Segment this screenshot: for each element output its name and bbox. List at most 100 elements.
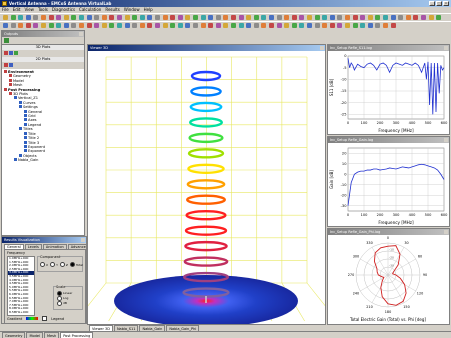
frequency-list-item[interactable]: 5.5MHz+000 [9,288,29,293]
toolbar-button-icon[interactable] [3,15,8,20]
toolbar-button-icon[interactable] [329,15,335,20]
toolbar-button-icon[interactable] [322,23,328,28]
toolbar-button-icon[interactable] [56,23,62,28]
toolbar-button-icon[interactable] [291,15,297,20]
chart-polar[interactable]: 0 30 60 90 120 150 180 210 240 270 300 330 -10 -20 -30… [328,235,449,324]
toolbar-button-icon[interactable] [314,15,320,20]
toolbar-button-icon[interactable] [436,15,442,20]
toolbar-button-icon[interactable] [170,23,176,28]
frequency-list-item[interactable]: 3.5MHz+000 [9,273,29,278]
toolbar-button-icon[interactable] [405,15,411,20]
radio-button[interactable] [57,296,62,301]
toolbar-button-icon[interactable] [25,23,31,28]
chart-s11[interactable]: 0 100 200 300 400 500 600 0 -5 -10 -15 -20 -25 Freque… [328,51,449,134]
toolbar-button-icon[interactable] [170,15,176,20]
radio-button[interactable] [69,262,75,267]
toolbar-button-icon[interactable] [101,23,107,28]
toolbar-button-icon[interactable] [193,23,198,28]
menu-calculation[interactable]: Calculation [79,7,102,12]
scale-option[interactable]: dB [57,301,72,306]
tree-item[interactable]: Vertical_Z1 [4,96,84,100]
toolbar-button-icon[interactable] [185,23,191,28]
toolbar-button-icon[interactable] [337,15,343,20]
viewer-3d-canvas[interactable] [88,51,325,324]
tool-icon-5[interactable] [9,63,13,67]
frequency-list-item[interactable]: 7.0MHz+000 [9,299,29,304]
toolbar-button-icon[interactable] [238,15,244,20]
navigation-tab[interactable]: Mesh [43,332,60,338]
toolbar-button-icon[interactable] [3,23,8,28]
toolbar-button-icon[interactable] [56,15,62,20]
toolbar-button-icon[interactable] [10,15,16,20]
toolbar-button-icon[interactable] [109,15,115,20]
toolbar-button-icon[interactable] [231,15,236,20]
settings-tab[interactable]: Animation [42,244,67,250]
toolbar-button-icon[interactable] [307,15,312,20]
radio-button[interactable] [57,291,62,296]
component-option[interactable]: Total [69,262,83,267]
toolbar-button-icon[interactable] [246,23,252,28]
tree-item[interactable]: Exponent [4,149,84,153]
toolbar-button-icon[interactable] [383,15,388,20]
tree-item[interactable]: 3D Plots [4,92,84,96]
toolbar-button-icon[interactable] [79,23,84,28]
toolbar-button-icon[interactable] [383,23,388,28]
toolbar-button-icon[interactable] [398,15,404,20]
toolbar-button-icon[interactable] [117,23,122,28]
radio-button[interactable] [40,262,45,267]
scale-option[interactable]: Linear [57,291,72,296]
tree-item[interactable]: Model [4,78,84,83]
window-tab[interactable]: Nabla_S11 [113,325,139,332]
component-option[interactable]: Z [59,262,68,267]
settings-tab[interactable]: Advanced [67,244,86,250]
toolbar-button-icon[interactable] [41,23,46,28]
toolbar-button-icon[interactable] [94,23,100,28]
toolbar-button-icon[interactable] [352,15,358,20]
frequency-list-item[interactable]: 8.5MHz+000 [9,309,29,314]
toolbar-button-icon[interactable] [63,15,69,20]
frequency-list-item[interactable]: 1.5MHz+000 [9,259,29,264]
settings-tab[interactable]: Levels [24,244,42,250]
tree-item[interactable]: Title 3 [4,140,84,145]
toolbar-button-icon[interactable] [109,23,115,28]
toolbar-button-icon[interactable] [200,23,206,28]
toolbar-button-icon[interactable] [155,23,160,28]
section-3d-plots[interactable]: 3D Plots [2,45,84,50]
frequency-list-item[interactable]: 4.5MHz+000 [9,281,29,286]
toolbar-button-icon[interactable] [117,15,122,20]
toolbar-button-icon[interactable] [322,15,328,20]
toolbar-button-icon[interactable] [390,23,396,28]
menu-tools[interactable]: Tools [37,7,48,12]
tree-item[interactable]: Geometry [4,74,84,78]
tool-icon-3[interactable] [14,51,18,55]
menu-window[interactable]: Window [123,7,140,12]
toolbar-button-icon[interactable] [215,23,221,28]
section-2d-plots[interactable]: 2D Plots [2,57,84,62]
toolbar-button-icon[interactable] [94,15,100,20]
toolbar-button-icon[interactable] [208,15,214,20]
tree-item[interactable]: Axes [4,118,84,122]
toolbar-button-icon[interactable] [147,15,153,20]
frequency-list-item[interactable]: 5.0MHz+000 [9,284,29,289]
toolbar-button-icon[interactable] [337,23,343,28]
toolbar-button-icon[interactable] [367,15,373,20]
menu-file[interactable]: File [2,7,9,12]
toolbar-button-icon[interactable] [284,23,290,28]
toolbar-button-icon[interactable] [86,15,92,20]
toolbar-button-icon[interactable] [124,23,130,28]
toolbar-button-icon[interactable] [71,15,77,20]
frequency-list-item[interactable]: 6.5MHz+000 [9,295,29,300]
toolbar-button-icon[interactable] [79,15,84,20]
navigation-tab[interactable]: Geometry [2,332,26,338]
component-option[interactable]: Y [50,262,58,267]
toolbar-button-icon[interactable] [33,15,39,20]
toolbar-button-icon[interactable] [162,15,168,20]
tree-item[interactable]: Objects [4,153,84,158]
frequency-list-item[interactable]: 6.0MHz+000 [9,291,29,296]
minimize-button[interactable]: _ [429,1,435,6]
toolbar-button-icon[interactable] [18,15,24,20]
toolbar-button-icon[interactable] [375,15,381,20]
toolbar-button-icon[interactable] [421,15,426,20]
toolbar-button-icon[interactable] [307,23,312,28]
toolbar-button-icon[interactable] [124,15,130,20]
